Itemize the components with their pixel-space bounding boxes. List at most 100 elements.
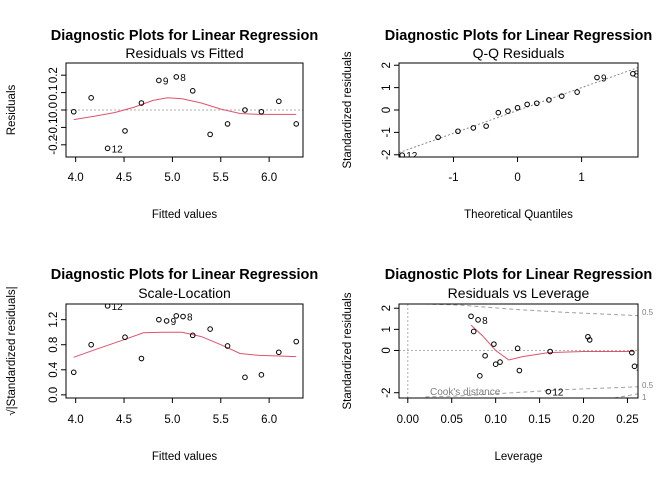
y-axis-label: Standardized residuals xyxy=(342,51,354,168)
chart-title: Diagnostic Plots for Linear Regression xyxy=(385,28,653,44)
y-tick-label: -2 xyxy=(381,150,393,160)
smooth-line xyxy=(470,324,635,361)
data-point xyxy=(189,332,196,339)
x-axis-label: Theoretical Quantiles xyxy=(464,209,573,221)
y-tick-label: -0.1 xyxy=(48,117,60,137)
data-point xyxy=(276,349,282,356)
chart-title: Diagnostic Plots for Linear Regression xyxy=(51,28,319,44)
data-point xyxy=(70,369,77,376)
plot-area: 8 12 1 xyxy=(399,304,642,399)
data-point xyxy=(470,125,477,131)
point-label: 12 xyxy=(112,302,124,313)
y-tick-label: 1.2 xyxy=(48,312,60,328)
x-tick-label: 0.00 xyxy=(397,414,419,426)
smooth-line xyxy=(73,97,297,121)
data-point xyxy=(258,372,265,378)
x-tick-label: 0.05 xyxy=(441,414,463,426)
point-label: 8 xyxy=(187,313,193,324)
panel-1: Diagnostic Plots for Linear RegressionRe… xyxy=(6,28,318,221)
chart-subtitle: Residuals vs Leverage xyxy=(448,285,590,301)
data-point xyxy=(630,70,636,77)
data-point xyxy=(224,343,231,349)
data-point xyxy=(242,374,248,381)
y-tick-label: 0 xyxy=(381,347,393,353)
data-point xyxy=(491,341,497,347)
data-point xyxy=(224,121,231,127)
x-tick-label: 0.15 xyxy=(528,414,550,426)
point-label: 1 xyxy=(636,362,642,373)
data-point xyxy=(631,363,638,370)
y-tick-label: 0.0 xyxy=(48,102,60,118)
x-tick-label: 5.0 xyxy=(164,172,180,184)
data-point xyxy=(293,121,300,127)
data-point xyxy=(524,101,530,108)
y-axis-label: √|Standardized residuals| xyxy=(5,286,18,415)
data-point xyxy=(138,355,145,362)
x-tick-label: 4.0 xyxy=(68,414,84,426)
x-axis-label: Fitted values xyxy=(152,451,217,463)
x-tick-label: 1 xyxy=(578,172,584,184)
cooks-distance-contour xyxy=(425,304,638,317)
y-tick-label: -2 xyxy=(381,388,393,398)
data-point xyxy=(156,77,162,84)
data-point xyxy=(122,128,128,134)
data-point xyxy=(189,88,196,94)
y-tick-label: 1 xyxy=(381,326,393,332)
y-tick-label: -0.2 xyxy=(48,135,60,155)
data-point xyxy=(497,359,503,365)
data-point xyxy=(276,98,282,105)
data-point xyxy=(258,108,265,115)
data-point xyxy=(483,123,489,129)
plot-area: 12 9 8 xyxy=(70,302,300,381)
data-point xyxy=(173,74,180,80)
panel-2: Diagnostic Plots for Linear RegressionQ-… xyxy=(342,28,652,221)
data-point xyxy=(207,326,213,332)
y-tick-label: 1 xyxy=(381,84,393,90)
chart-subtitle: Scale-Location xyxy=(138,285,231,301)
y-tick-label: 0.0 xyxy=(48,387,60,403)
data-point xyxy=(482,352,488,359)
y-tick-label: -1 xyxy=(381,127,393,137)
x-tick-label: 4.0 xyxy=(68,172,84,184)
data-point xyxy=(514,104,521,111)
x-tick-label: 0 xyxy=(514,172,520,184)
x-tick-label: 0.20 xyxy=(572,414,594,426)
plot-frame xyxy=(398,303,639,399)
point-label: 8 xyxy=(180,73,186,84)
point-label: 8 xyxy=(482,316,488,327)
x-tick-label: 4.5 xyxy=(116,414,132,426)
x-axis-label: Fitted values xyxy=(152,209,217,221)
chart-title: Diagnostic Plots for Linear Regression xyxy=(385,267,653,283)
x-tick-label: 5.0 xyxy=(164,414,180,426)
data-point xyxy=(558,93,565,99)
plot-area: 12 9 8 xyxy=(66,73,303,155)
cooks-distance-contour xyxy=(425,386,638,398)
data-point xyxy=(586,337,593,343)
cooks-distance-tick: 1 xyxy=(642,393,647,402)
cooks-distance-contour xyxy=(614,393,638,398)
data-point xyxy=(533,100,540,107)
data-point xyxy=(546,97,552,103)
data-point xyxy=(495,109,502,116)
data-point xyxy=(242,107,248,113)
point-label: 12 xyxy=(552,388,564,399)
point-label: 9 xyxy=(171,317,177,328)
x-tick-label: 0.10 xyxy=(484,414,506,426)
data-point xyxy=(70,108,77,115)
point-label: 8 xyxy=(634,70,640,81)
point-label: 12 xyxy=(112,144,124,155)
x-tick-label: -1 xyxy=(448,172,458,184)
data-point xyxy=(547,348,553,355)
chart-subtitle: Q-Q Residuals xyxy=(473,45,565,61)
data-point xyxy=(516,367,523,374)
plot-area: 129 8 xyxy=(399,67,640,157)
y-tick-label: 0.1 xyxy=(48,85,60,101)
data-point xyxy=(138,100,145,106)
data-point xyxy=(468,313,474,320)
chart-title: Diagnostic Plots for Linear Regression xyxy=(51,267,319,283)
point-label: 9 xyxy=(163,76,169,87)
data-point xyxy=(156,316,162,323)
data-point xyxy=(594,74,600,81)
x-tick-label: 6.0 xyxy=(261,172,277,184)
